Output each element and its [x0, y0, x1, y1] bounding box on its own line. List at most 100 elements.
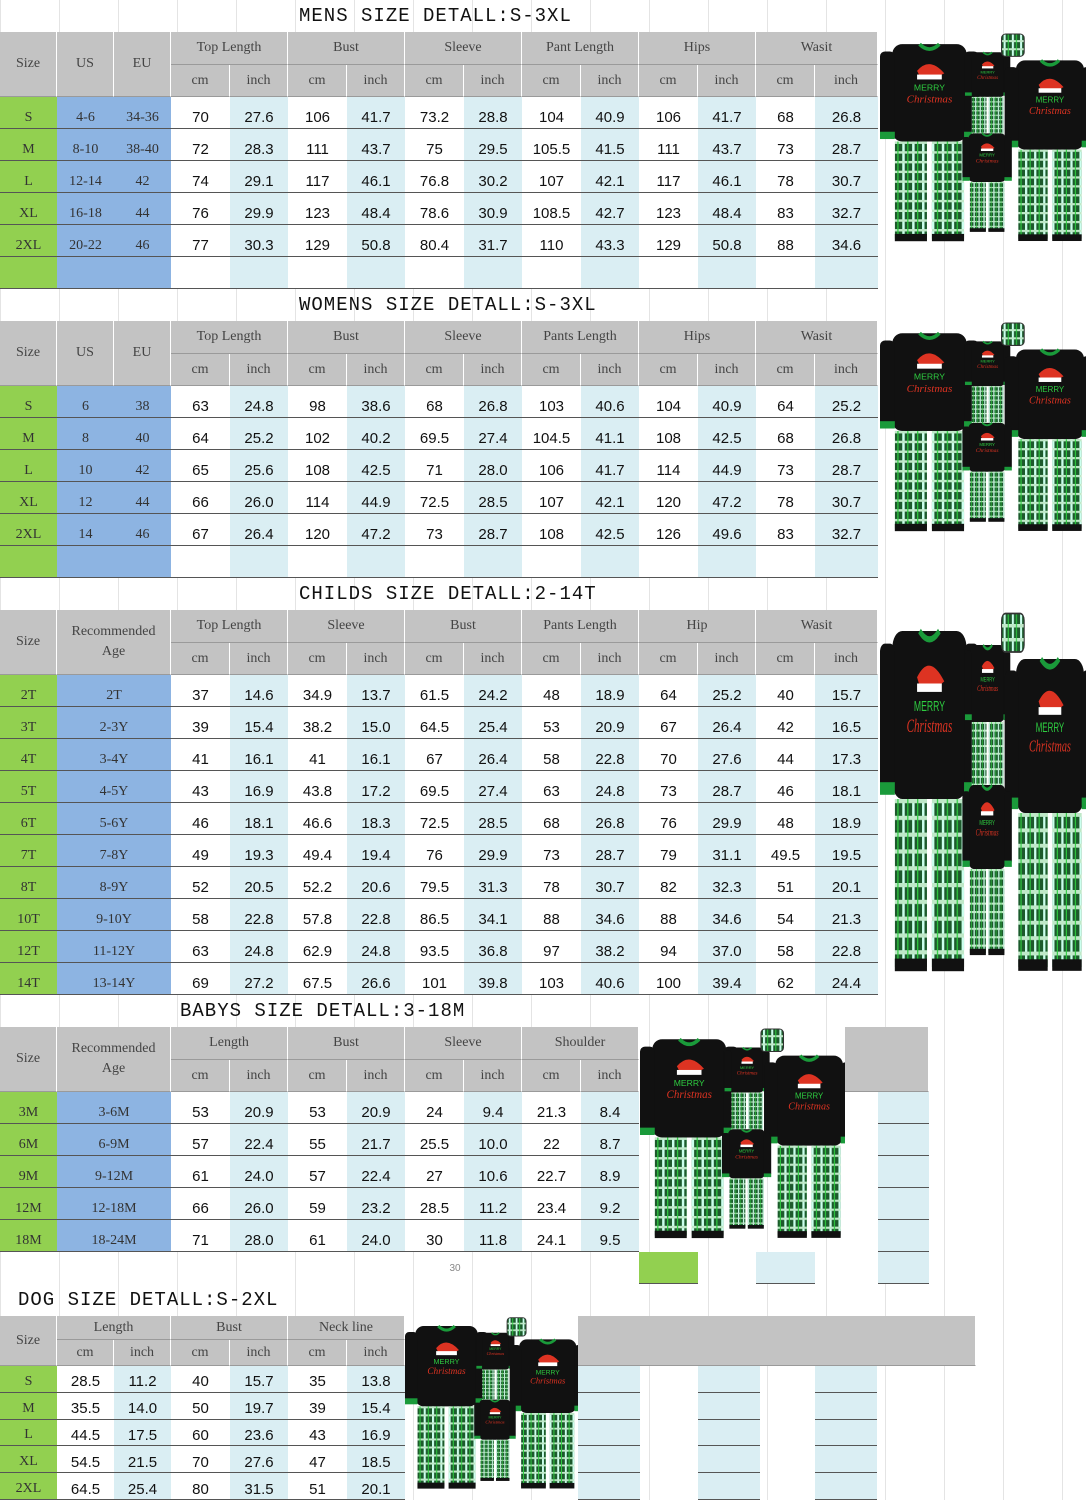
measurement-cell: 59 [288, 1188, 347, 1220]
svg-text:Christmas: Christmas [487, 1351, 505, 1356]
measurement-cell: 44 [756, 739, 815, 771]
unit-header-cm: cm [171, 65, 230, 97]
measurement-cell: 62.9 [288, 931, 347, 963]
filler-cell [698, 1366, 760, 1393]
measurement-cell: 36.8 [464, 931, 522, 963]
measurement-cell: 43 [288, 1419, 347, 1447]
unit-header-inch: inch [464, 1060, 522, 1092]
measurement-cell: 88 [756, 225, 815, 257]
column-group-header: Sleeve [288, 610, 405, 643]
size-cell: 3T [0, 707, 57, 739]
measurement-cell: 26.8 [815, 418, 878, 450]
size-cell: 9M [0, 1156, 57, 1188]
measurement-cell: 25.2 [698, 675, 756, 707]
measurement-cell: 78.6 [405, 193, 464, 225]
fit-cell: 44 [114, 482, 171, 514]
size-cell [0, 257, 57, 289]
fit-cell: 38-40 [114, 129, 171, 161]
measurement-cell: 24.8 [230, 931, 288, 963]
unit-header-inch: inch [815, 354, 878, 386]
measurement-cell: 25.2 [230, 418, 288, 450]
measurement-cell: 20.1 [347, 1473, 405, 1500]
measurement-cell: 98 [288, 386, 347, 418]
measurement-cell: 39.4 [698, 963, 756, 995]
unit-header-inch: inch [230, 354, 288, 386]
unit-header-inch: inch [347, 643, 405, 675]
measurement-cell: 70 [171, 1446, 230, 1474]
measurement-cell: 40 [756, 675, 815, 707]
unit-header-cm: cm [57, 1340, 114, 1366]
measurement-cell: 14.6 [230, 675, 288, 707]
filler-cell [756, 1252, 815, 1284]
measurement-cell [756, 546, 815, 578]
measurement-cell: 14.0 [114, 1392, 171, 1420]
size-cell: 2XL [0, 225, 57, 257]
measurement-cell: 74 [171, 161, 230, 193]
measurement-cell: 22.8 [815, 931, 878, 963]
column-header: EU [114, 321, 171, 386]
fit-cell: 3-6M [57, 1092, 171, 1124]
measurement-cell: 58 [171, 899, 230, 931]
measurement-cell [698, 257, 756, 289]
svg-text:MERRY: MERRY [979, 820, 995, 827]
measurement-cell: 17.5 [114, 1419, 171, 1447]
measurement-cell: 117 [288, 161, 347, 193]
measurement-cell [230, 546, 288, 578]
filler-cell [815, 1392, 877, 1420]
unit-header-cm: cm [522, 643, 581, 675]
measurement-cell: 40.9 [581, 97, 639, 129]
unit-header-cm: cm [639, 354, 698, 386]
measurement-cell: 42.1 [581, 161, 639, 193]
measurement-cell: 94 [639, 931, 698, 963]
unit-header-inch: inch [581, 65, 639, 97]
measurement-cell: 9.4 [464, 1092, 522, 1124]
measurement-cell: 53 [522, 707, 581, 739]
measurement-cell: 16.1 [347, 739, 405, 771]
measurement-cell: 22.8 [581, 739, 639, 771]
column-group-header: Bust [288, 1027, 405, 1060]
measurement-cell: 88 [639, 899, 698, 931]
measurement-cell: 103 [522, 963, 581, 995]
measurement-cell: 22.4 [347, 1156, 405, 1188]
size-cell: M [0, 1392, 57, 1420]
childs-section-title: CHILDS SIZE DETALL:2-14T [299, 583, 597, 605]
measurement-cell: 53 [171, 1092, 230, 1124]
measurement-cell: 43.7 [347, 129, 405, 161]
measurement-cell: 80.4 [405, 225, 464, 257]
measurement-cell: 49.4 [288, 835, 347, 867]
svg-text:Christmas: Christmas [907, 383, 953, 395]
unit-header-inch: inch [347, 1060, 405, 1092]
measurement-cell: 103 [522, 386, 581, 418]
measurement-cell: 15.0 [347, 707, 405, 739]
measurement-cell: 77 [171, 225, 230, 257]
measurement-cell: 26.4 [230, 514, 288, 546]
measurement-cell: 19.4 [347, 835, 405, 867]
fit-cell: 9-10Y [57, 899, 171, 931]
measurement-cell: 64 [756, 386, 815, 418]
column-group-header: Length [171, 1027, 288, 1060]
filler-cell [878, 1188, 929, 1220]
column-group-header: Sleeve [405, 32, 522, 65]
measurement-cell: 28.5 [464, 803, 522, 835]
fit-cell: 6 [57, 386, 114, 418]
column-group-header: Neck line [288, 1316, 405, 1340]
measurement-cell: 39.8 [464, 963, 522, 995]
measurement-cell: 28.7 [698, 771, 756, 803]
measurement-cell: 67 [405, 739, 464, 771]
measurement-cell: 61.5 [405, 675, 464, 707]
measurement-cell: 48.4 [347, 193, 405, 225]
measurement-cell: 50.8 [698, 225, 756, 257]
measurement-cell: 38.2 [288, 707, 347, 739]
fit-cell: 34-36 [114, 97, 171, 129]
measurement-cell [288, 546, 347, 578]
measurement-cell: 32.3 [698, 867, 756, 899]
column-group-header: Hips [639, 32, 756, 65]
measurement-cell: 73.2 [405, 97, 464, 129]
size-cell: 2XL [0, 514, 57, 546]
svg-text:MERRY: MERRY [536, 1369, 561, 1376]
measurement-cell: 47.2 [698, 482, 756, 514]
measurement-cell: 20.9 [230, 1092, 288, 1124]
measurement-cell [815, 257, 878, 289]
measurement-cell: 46.1 [698, 161, 756, 193]
measurement-cell: 51 [756, 867, 815, 899]
